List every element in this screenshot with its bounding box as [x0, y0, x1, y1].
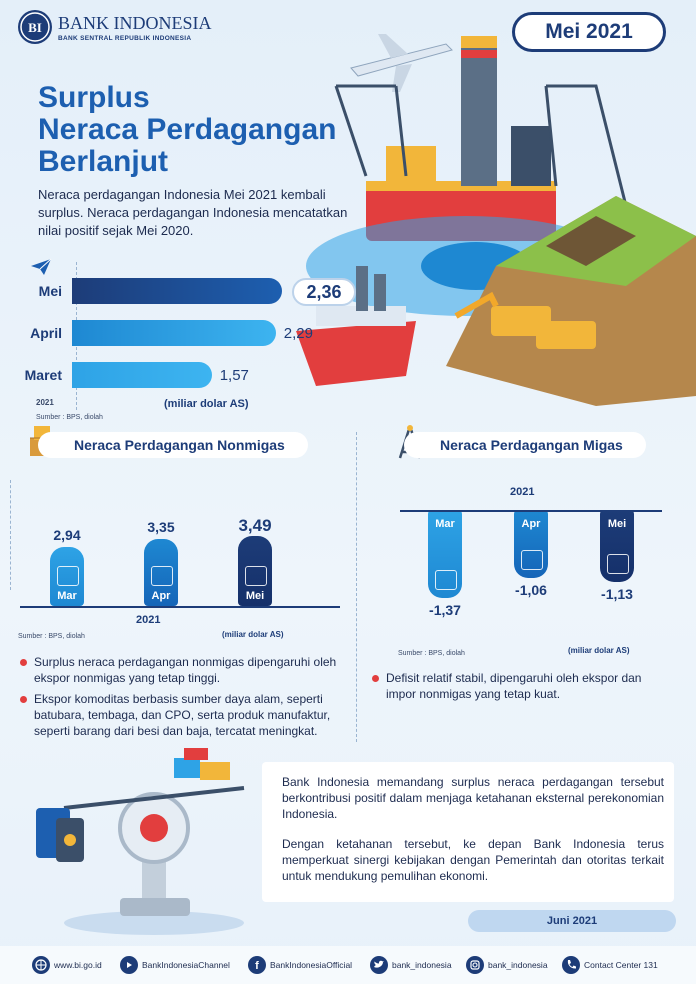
- vbar-value-label: 2,94: [53, 527, 81, 544]
- hbar-year-label: 2021: [36, 398, 54, 407]
- intro-paragraph: Neraca perdagangan Indonesia Mei 2021 ke…: [38, 187, 348, 238]
- instagram-icon: [466, 956, 484, 974]
- chart-year-label: 2021: [510, 486, 535, 498]
- list-item: Ekspor komoditas berbasis sumber daya al…: [20, 691, 340, 739]
- export-balance-hbar-chart: Mei April 2,29 Maret 1,57: [0, 270, 380, 420]
- nonmigas-bullet-list: Surplus neraca perdagangan nonmigas dipe…: [20, 654, 340, 744]
- vbar-category-label: Mar: [435, 518, 455, 530]
- trade-chart-icon: [151, 566, 173, 586]
- title-line: Surplus: [38, 81, 150, 114]
- chart-year-label: 2021: [136, 614, 161, 626]
- nonmigas-unit-label: (miliar dolar AS): [222, 630, 284, 639]
- vbar-category-label: Apr: [151, 590, 171, 602]
- paper-plane-icon: [30, 258, 52, 281]
- vbar-category-label: Mei: [245, 589, 265, 602]
- nonmigas-guide-line: [10, 480, 11, 590]
- twitter-icon: [370, 956, 388, 974]
- logo-subtitle: BANK SENTRAL REPUBLIK INDONESIA: [58, 35, 192, 42]
- logo-name: BANK INDONESIA: [58, 13, 212, 33]
- facebook-icon: f: [248, 956, 266, 974]
- vbar-bar: Apr: [144, 539, 178, 606]
- phone-icon: [562, 956, 580, 974]
- vbar-value-label: -1,13: [601, 586, 633, 603]
- hbar-source: Sumber : BPS, diolah: [36, 414, 103, 421]
- hbar-unit-label: (miliar dolar AS): [164, 398, 249, 410]
- conclusion-box: Bank Indonesia memandang surplus neraca …: [262, 762, 674, 902]
- svg-text:f: f: [255, 960, 259, 972]
- main-title: Surplus Neraca Perdagangan Berlanjut: [38, 82, 336, 178]
- publish-date-badge: Juni 2021: [468, 910, 676, 932]
- trade-chart-icon: [607, 554, 629, 575]
- bank-indonesia-logo: BI BANK INDONESIA BANK SENTRAL REPUBLIK …: [18, 10, 218, 50]
- hbar-bar: [72, 362, 212, 388]
- airplane-icon: [350, 34, 453, 92]
- hbar-value-label: 1,57: [219, 367, 249, 384]
- vbar-value-label: -1,06: [515, 581, 547, 598]
- vbar-bar: Apr: [514, 510, 548, 578]
- hbar-category-label: Mei: [38, 283, 62, 299]
- date-badge: Mei 2021: [512, 12, 666, 52]
- hbar-category-label: Maret: [24, 367, 62, 383]
- vbar-value-label: 3,49: [238, 516, 272, 536]
- title-line: Berlanjut: [38, 145, 169, 178]
- chart-baseline: [400, 510, 662, 512]
- trade-chart-icon: [435, 569, 457, 590]
- migas-section-title: Neraca Perdagangan Migas: [404, 432, 646, 458]
- industry-illustration: [296, 34, 696, 406]
- vbar-value-label: -1,37: [429, 601, 461, 618]
- list-item: Surplus neraca perdagangan nonmigas dipe…: [20, 654, 340, 686]
- hbar-value-label: 2,29: [283, 325, 313, 342]
- vbar-category-label: Mar: [57, 589, 77, 602]
- list-item: Defisit relatif stabil, dipengaruhi oleh…: [372, 670, 672, 702]
- nonmigas-bar-chart: Mar 2,94 Apr 3,35 Mei 3,49 2021: [20, 470, 350, 626]
- migas-source: Sumber : BPS, diolah: [398, 650, 465, 657]
- trade-chart-icon: [57, 565, 79, 586]
- nonmigas-section-title: Neraca Perdagangan Nonmigas: [38, 432, 308, 458]
- youtube-icon: [120, 956, 138, 974]
- hbar-value-label: 2,36: [292, 278, 356, 306]
- vbar-bar: Mar: [428, 510, 462, 598]
- trade-chart-icon: [245, 565, 267, 586]
- bi-logo-icon: BI: [18, 10, 52, 44]
- section-divider: [356, 432, 357, 742]
- migas-unit-label: (miliar dolar AS): [568, 646, 630, 655]
- conclusion-paragraph: Dengan ketahanan tersebut, ke depan Bank…: [282, 837, 664, 883]
- vbar-category-label: Apr: [521, 518, 541, 530]
- vbar-category-label: Mei: [607, 518, 627, 530]
- hbar-bar: [72, 278, 282, 304]
- nonmigas-source: Sumber : BPS, diolah: [18, 633, 85, 640]
- conclusion-paragraph: Bank Indonesia memandang surplus neraca …: [282, 775, 664, 821]
- hbar-category-label: April: [30, 325, 62, 341]
- title-line: Neraca Perdagangan: [38, 113, 337, 146]
- chart-baseline: [20, 606, 340, 608]
- migas-bar-chart: Mar -1,37 Apr -1,06 Mei -1,13 2021: [380, 480, 680, 640]
- vbar-bar: Mar: [50, 547, 84, 606]
- hbar-bar: [72, 320, 276, 346]
- fuel-jerrycan-icon: [36, 808, 84, 862]
- vbar-value-label: 3,35: [147, 519, 175, 535]
- svg-text:BI: BI: [28, 20, 42, 35]
- footer: www.bi.go.id BankIndonesiaChannel f Bank…: [0, 946, 696, 984]
- vbar-bar: Mei: [600, 510, 634, 583]
- trade-chart-icon: [521, 549, 543, 570]
- vbar-bar: Mei: [238, 536, 272, 606]
- trade-scale-illustration: [36, 748, 245, 935]
- globe-icon: [32, 956, 50, 974]
- migas-bullet-list: Defisit relatif stabil, dipengaruhi oleh…: [372, 670, 672, 707]
